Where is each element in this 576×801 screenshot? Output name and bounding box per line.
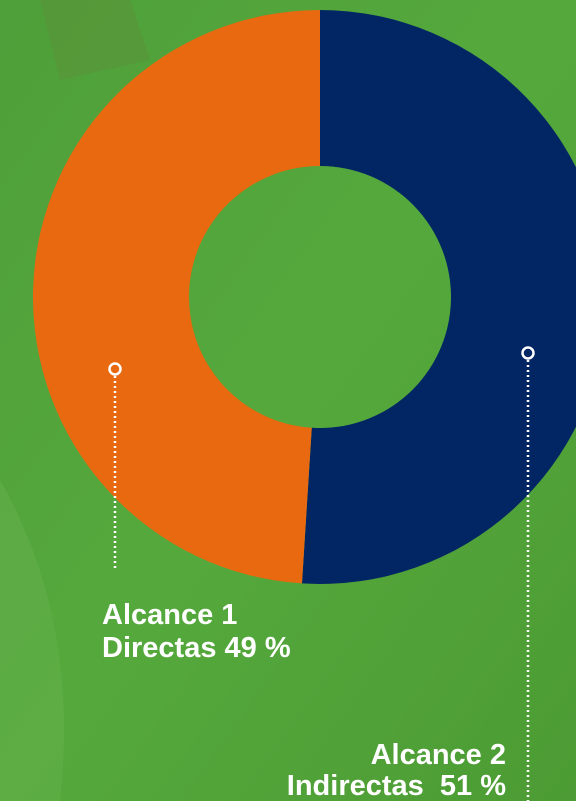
background-texture [40,0,150,80]
donut [33,10,576,584]
background-texture [0,480,64,801]
category-label: Alcance 1 [102,599,237,631]
leader-dot [108,362,122,376]
leader-dot [521,346,535,360]
value-label: Directas 49 % [102,632,291,664]
slice [301,10,576,584]
category-label: Alcance 2 [371,739,506,771]
value-label: Indirectas 51 % [287,770,506,801]
slice [33,10,320,584]
